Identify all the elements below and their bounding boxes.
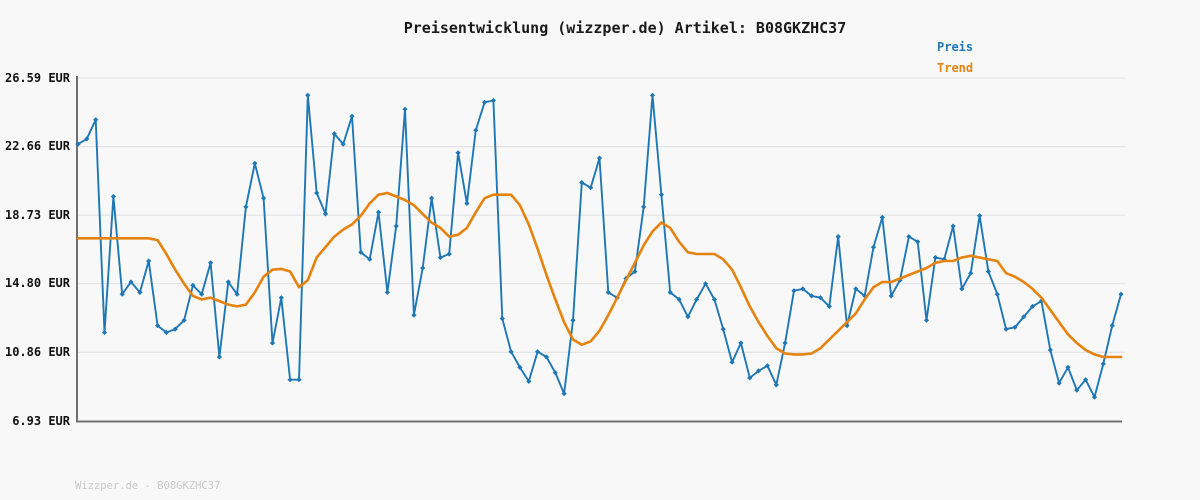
y-tick-label: 6.93 EUR xyxy=(12,413,70,428)
price-point-markers xyxy=(75,92,1124,400)
legend-price-label: Preis xyxy=(937,40,974,54)
y-tick-label: 26.59 EUR xyxy=(4,70,70,85)
y-tick-label: 14.80 EUR xyxy=(4,276,70,291)
watermark: Wizzper.de - B08GKZHC37 xyxy=(75,480,221,492)
y-tick-label: 22.66 EUR xyxy=(4,139,70,154)
y-tick-label: 18.73 EUR xyxy=(4,207,70,222)
trend-line xyxy=(76,191,1123,359)
legend-trend-label: Trend xyxy=(937,61,974,75)
chart-title: Preisentwicklung (wizzper.de) Artikel: B… xyxy=(403,19,847,37)
y-tick-label: 10.86 EUR xyxy=(4,344,70,359)
